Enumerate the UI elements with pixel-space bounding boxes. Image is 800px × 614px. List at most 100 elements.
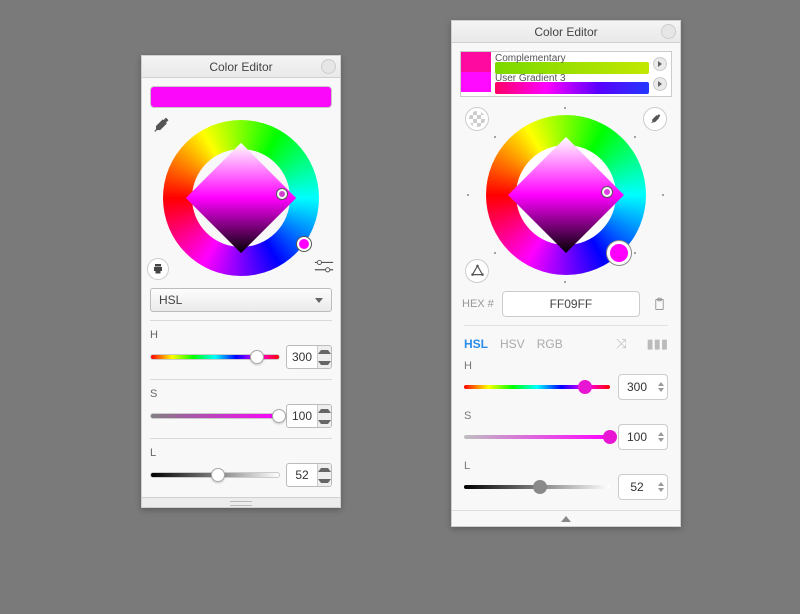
- lightness-value: 52: [287, 464, 317, 486]
- print-profile-icon[interactable]: [147, 258, 169, 280]
- slider-row-lightness: L 52: [464, 460, 668, 500]
- slider-knob[interactable]: [211, 468, 225, 482]
- step-up-icon[interactable]: [318, 405, 331, 416]
- panel-title: Color Editor: [534, 25, 597, 39]
- eyedropper-icon[interactable]: [151, 116, 171, 136]
- hue-spinbox[interactable]: 300: [286, 345, 332, 369]
- slider-knob[interactable]: [272, 409, 286, 423]
- go-button[interactable]: [653, 77, 667, 91]
- color-mode-tabs: HSL HSV RGB ⤨ ▮▮▮: [464, 325, 668, 352]
- saturation-spinbox[interactable]: 100: [286, 404, 332, 428]
- hex-input[interactable]: FF09FF: [502, 291, 640, 317]
- slider-row-hue: H 300: [464, 360, 668, 400]
- panel-title: Color Editor: [209, 60, 272, 74]
- harmony-item[interactable]: User Gradient 3: [495, 74, 667, 94]
- expand-footer[interactable]: [452, 510, 680, 526]
- step-up-icon[interactable]: [658, 432, 664, 436]
- slider-row-lightness: L 52: [150, 447, 332, 487]
- chevron-right-icon: [658, 61, 662, 67]
- harmony-item[interactable]: Complementary: [495, 54, 667, 74]
- saturation-slider[interactable]: [150, 413, 280, 419]
- slider-row-hue: H 300: [150, 329, 332, 369]
- eyedropper-icon[interactable]: [643, 107, 667, 131]
- color-editor-panel-left: Color Editor HSL H 300: [141, 55, 341, 508]
- chevron-right-icon: [658, 81, 662, 87]
- harmony-label: Complementary: [495, 53, 566, 64]
- lightness-slider[interactable]: [150, 472, 280, 478]
- slider-label: H: [464, 360, 668, 372]
- panel-resize-grip[interactable]: [142, 497, 340, 507]
- mode-tab-hsv[interactable]: HSV: [500, 337, 525, 351]
- saturation-slider[interactable]: [464, 435, 610, 439]
- color-mode-value: HSL: [159, 293, 182, 307]
- hue-marker[interactable]: [297, 237, 311, 251]
- hue-marker[interactable]: [607, 241, 631, 265]
- shuffle-icon[interactable]: ⤨: [616, 336, 626, 352]
- slider-label: H: [150, 329, 332, 341]
- divider: [150, 438, 332, 439]
- slider-knob[interactable]: [603, 430, 617, 444]
- step-down-icon[interactable]: [658, 488, 664, 492]
- saturation-value: 100: [287, 405, 317, 427]
- sv-marker[interactable]: [277, 189, 287, 199]
- step-down-icon[interactable]: [318, 475, 331, 486]
- swatch[interactable]: [461, 72, 491, 92]
- step-down-icon[interactable]: [658, 388, 664, 392]
- color-mode-dropdown[interactable]: HSL: [150, 288, 332, 312]
- slider-row-saturation: S 100: [464, 410, 668, 450]
- lightness-spinbox[interactable]: 52: [286, 463, 332, 487]
- saturation-spinbox[interactable]: 100: [618, 424, 668, 450]
- step-up-icon[interactable]: [658, 382, 664, 386]
- slider-label: S: [150, 388, 332, 400]
- chevron-down-icon: [315, 298, 323, 303]
- hex-value: FF09FF: [550, 297, 593, 311]
- harmony-swatches[interactable]: [461, 52, 491, 96]
- sliders-icon[interactable]: [313, 258, 335, 276]
- panel-title-bar[interactable]: Color Editor: [452, 21, 680, 43]
- lightness-value: 52: [619, 480, 655, 494]
- step-up-icon[interactable]: [658, 482, 664, 486]
- clipboard-icon[interactable]: [648, 293, 670, 315]
- divider: [150, 320, 332, 321]
- hue-slider[interactable]: [464, 385, 610, 389]
- color-editor-panel-right: Color Editor Complementary User Gradient…: [451, 20, 681, 527]
- slider-label: L: [464, 460, 668, 472]
- harmony-label: User Gradient 3: [495, 73, 566, 84]
- hue-spinbox[interactable]: 300: [618, 374, 668, 400]
- mode-tab-hsl[interactable]: HSL: [464, 337, 488, 351]
- slider-knob[interactable]: [578, 380, 592, 394]
- step-up-icon[interactable]: [318, 346, 331, 357]
- divider: [150, 379, 332, 380]
- color-wheel[interactable]: [149, 114, 333, 282]
- lightness-slider[interactable]: [464, 485, 610, 489]
- slider-knob[interactable]: [533, 480, 547, 494]
- step-up-icon[interactable]: [318, 464, 331, 475]
- slider-knob[interactable]: [250, 350, 264, 364]
- go-button[interactable]: [653, 57, 667, 71]
- saturation-value: 100: [619, 430, 655, 444]
- histogram-icon[interactable]: ▮▮▮: [647, 336, 668, 352]
- step-down-icon[interactable]: [318, 416, 331, 427]
- mode-tab-rgb[interactable]: RGB: [537, 337, 563, 351]
- harmony-section: Complementary User Gradient 3: [460, 51, 672, 97]
- current-color-swatch[interactable]: [150, 86, 332, 108]
- slider-label: S: [464, 410, 668, 422]
- hue-value: 300: [287, 346, 317, 368]
- transparency-icon[interactable]: [465, 107, 489, 131]
- harmony-mode-icon[interactable]: [465, 259, 489, 283]
- hue-slider[interactable]: [150, 354, 280, 360]
- lightness-spinbox[interactable]: 52: [618, 474, 668, 500]
- hue-value: 300: [619, 380, 655, 394]
- chevron-up-icon: [561, 516, 571, 522]
- sv-marker[interactable]: [602, 187, 612, 197]
- color-wheel[interactable]: [461, 103, 671, 287]
- harmony-list: Complementary User Gradient 3: [491, 52, 671, 96]
- slider-row-saturation: S 100: [150, 388, 332, 428]
- step-down-icon[interactable]: [658, 438, 664, 442]
- collapse-icon[interactable]: [321, 59, 336, 74]
- panel-title-bar[interactable]: Color Editor: [142, 56, 340, 78]
- collapse-icon[interactable]: [661, 24, 676, 39]
- hex-label: HEX #: [462, 298, 494, 310]
- step-down-icon[interactable]: [318, 357, 331, 368]
- swatch[interactable]: [461, 52, 491, 72]
